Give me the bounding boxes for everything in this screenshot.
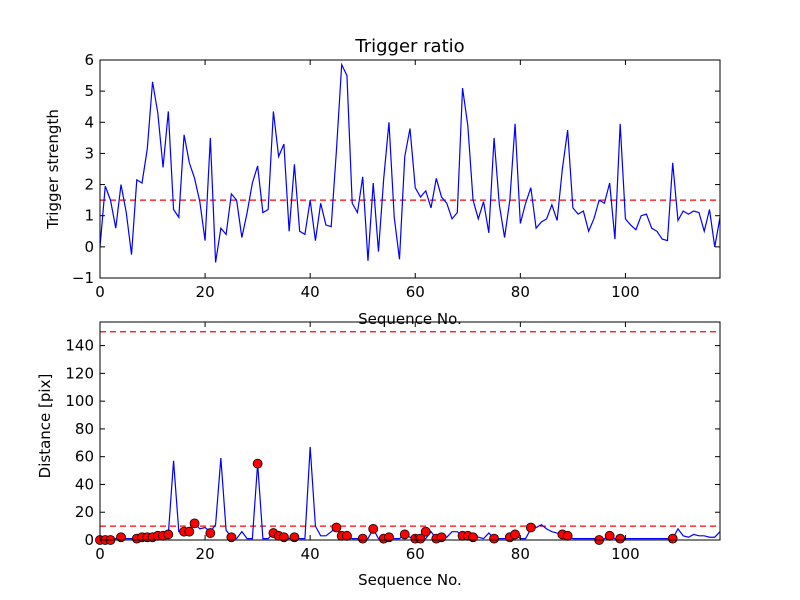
- y-tick-label: 2: [84, 176, 94, 194]
- x-tick-label: 40: [301, 283, 320, 301]
- y-tick-label: 6: [84, 51, 94, 69]
- plot-area: [95, 446, 720, 545]
- y-tick-label: 60: [75, 448, 94, 466]
- plot-area: [100, 62, 720, 263]
- y-axis-label: Distance [pix]: [36, 374, 54, 479]
- x-tick-label: 20: [196, 545, 215, 563]
- y-tick-label: 3: [84, 144, 94, 162]
- axes-frame: [99, 59, 721, 279]
- data-point: [562, 530, 573, 541]
- data-point: [357, 533, 368, 544]
- tick-layer: 0 20 40 60 80 100 0 20 40 60 80 100 120 140: [65, 322, 720, 563]
- y-tick-label: 4: [84, 113, 94, 131]
- data-point: [667, 533, 678, 544]
- y-tick-label: 0: [84, 238, 94, 256]
- data-point: [510, 529, 520, 540]
- threshold-layer: [100, 331, 720, 527]
- chart-title: Trigger ratio: [354, 36, 464, 57]
- y-tick-label: 80: [75, 420, 94, 438]
- data-point: [384, 532, 394, 543]
- x-tick-label: 0: [95, 283, 105, 301]
- x-tick-label: 60: [406, 545, 425, 563]
- data-point: [436, 532, 447, 543]
- data-point: [331, 522, 342, 533]
- data-point: [116, 532, 126, 543]
- data-point: [415, 533, 426, 544]
- trigger-ratio-panel: Trigger ratio Trigger strength 0 20 40 60 80…: [44, 36, 721, 328]
- data-point: [289, 532, 300, 543]
- x-tick-label: 100: [611, 283, 640, 301]
- axes-frame: [99, 321, 721, 541]
- y-tick-label: 5: [84, 82, 94, 100]
- y-tick-label: 0: [84, 531, 94, 549]
- data-point: [342, 530, 352, 541]
- data-point: [189, 518, 200, 529]
- y-tick-label: 20: [75, 503, 94, 521]
- series-line: [100, 62, 720, 263]
- data-point: [468, 532, 478, 543]
- y-tick-label: 40: [75, 475, 94, 493]
- y-axis-label: Trigger strength: [44, 109, 62, 230]
- x-axis-label: Sequence No.: [358, 310, 462, 328]
- data-point: [226, 532, 237, 543]
- y-tick-label: 120: [65, 364, 94, 382]
- data-point: [399, 529, 410, 540]
- data-point: [278, 532, 289, 543]
- x-tick-label: 60: [406, 283, 425, 301]
- data-point: [489, 533, 499, 544]
- x-tick-label: 100: [611, 545, 640, 563]
- x-tick-label: 80: [511, 545, 530, 563]
- data-point: [252, 458, 263, 469]
- data-point: [525, 522, 536, 533]
- data-point: [163, 529, 174, 540]
- data-point: [420, 526, 431, 537]
- y-tick-label: 100: [65, 392, 94, 410]
- distance-panel: Distance [pix] 0 20 40 60 80 100 0 20 40 60 80 100 1…: [36, 321, 721, 589]
- data-point: [184, 526, 195, 537]
- data-point: [615, 533, 626, 544]
- x-tick-label: 20: [196, 283, 215, 301]
- x-tick-label: 0: [95, 545, 105, 563]
- y-tick-label: 140: [65, 337, 94, 355]
- data-point: [205, 528, 216, 538]
- y-tick-label: −1: [72, 269, 94, 287]
- data-point: [368, 523, 379, 534]
- x-axis-label: Sequence No.: [358, 571, 462, 589]
- y-tick-label: 1: [84, 207, 94, 225]
- x-tick-label: 80: [511, 283, 530, 301]
- data-point: [604, 530, 615, 541]
- x-tick-label: 40: [301, 545, 320, 563]
